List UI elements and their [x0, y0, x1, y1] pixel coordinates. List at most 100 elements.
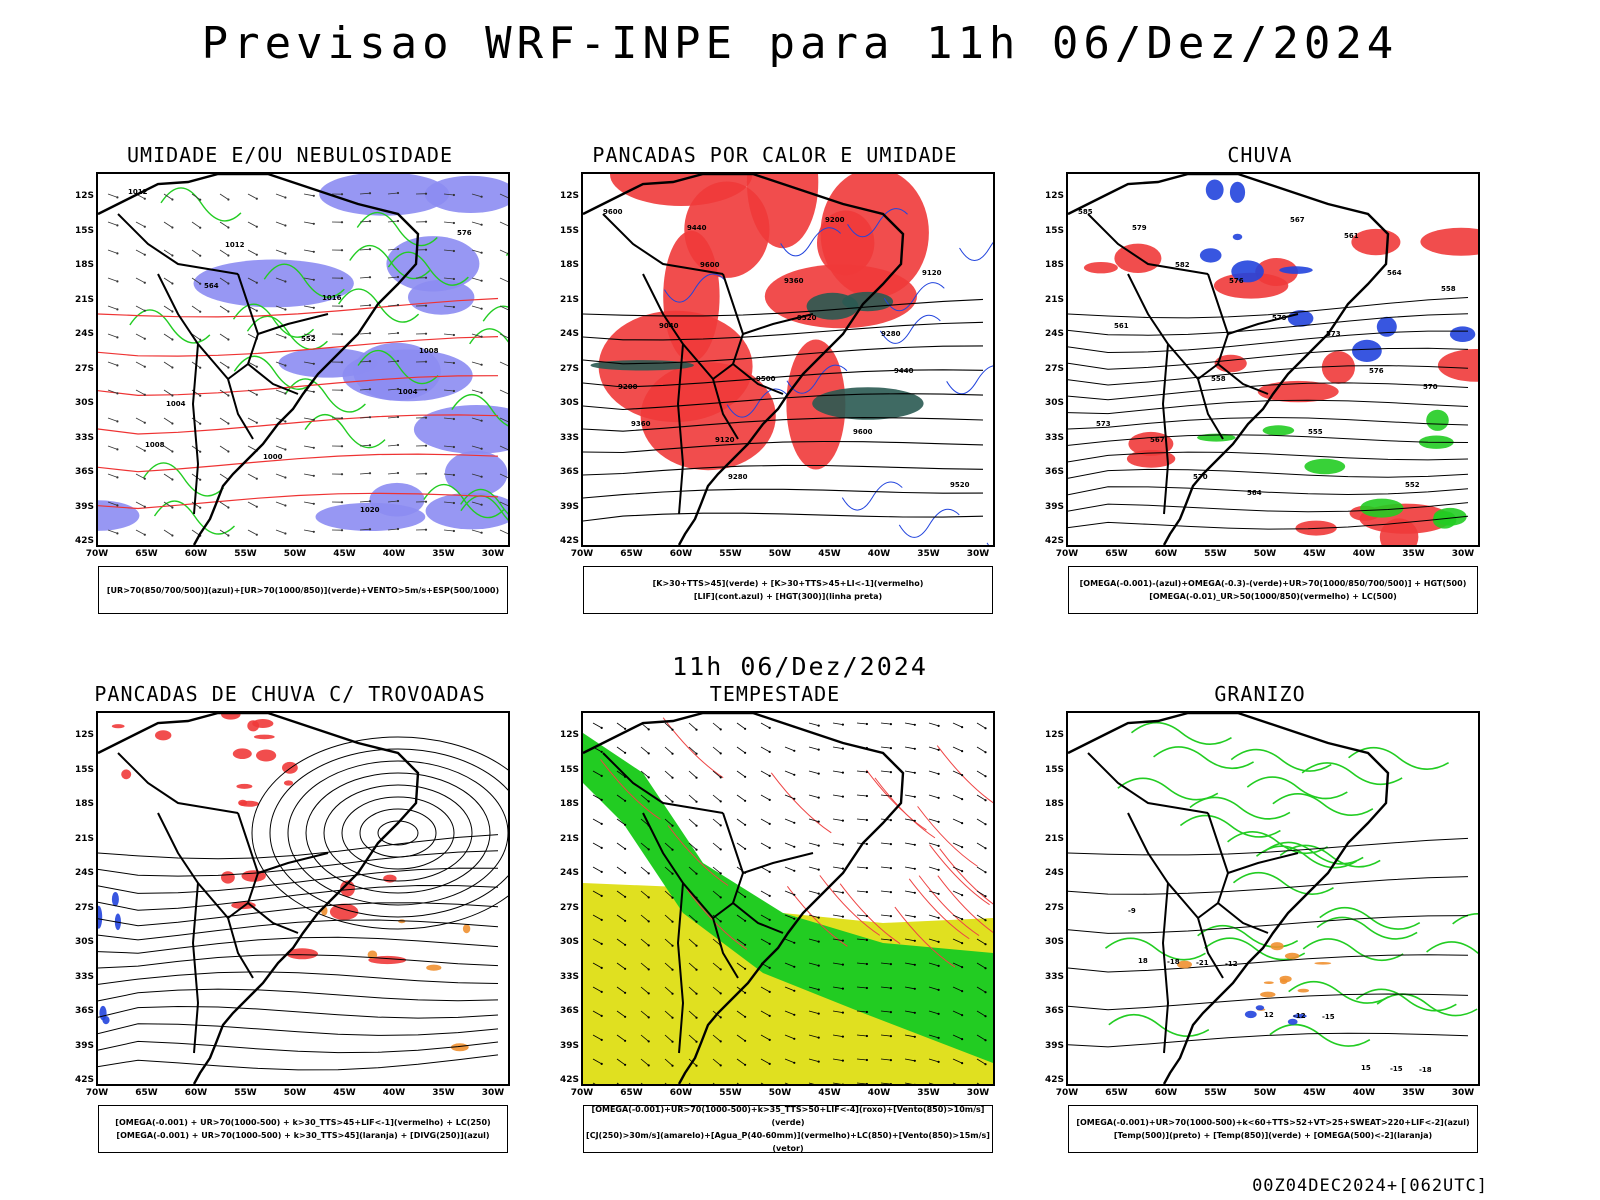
latitude-label: 33S — [1044, 432, 1064, 443]
latitude-label: 24S — [559, 329, 579, 339]
legend-line: [CJ(250)>30m/s](amarelo)+[Agua_P(40-60mm… — [586, 1131, 990, 1153]
contour-label: 12 — [1264, 1011, 1274, 1019]
map-graphic — [98, 713, 508, 1084]
longitude-label: 55W — [719, 1088, 742, 1098]
panel-storm: TEMPESTADE 12S 15S 18S 21S 24S 27S 30S 33S 36S 39S… — [555, 682, 995, 1153]
latitude-label: 18S — [559, 799, 579, 809]
contour-label: 18 — [1138, 957, 1148, 965]
latitude-label: 12S — [1044, 191, 1064, 201]
longitude-label: 30W — [481, 549, 505, 559]
contour-label: 9120 — [922, 269, 942, 277]
run-timestamp: 00Z04DEC2024+[062UTC] — [1252, 1176, 1488, 1196]
latitude-label: 15S — [74, 225, 94, 236]
forecast-map — [96, 711, 510, 1086]
longitude-label: 50W — [768, 549, 792, 559]
contour-label: 564 — [1247, 489, 1262, 497]
latitude-label: 39S — [559, 1040, 579, 1051]
latitude-label: 42S — [74, 536, 94, 546]
longitude-label: 55W — [1204, 549, 1227, 559]
contour-label: 9520 — [797, 314, 817, 322]
contour-label: 582 — [1175, 261, 1190, 269]
latitude-label: 27S — [74, 902, 94, 913]
contour-label: 9440 — [894, 367, 914, 375]
longitude-label: 60W — [1154, 1088, 1178, 1098]
contour-label: -12 — [1225, 960, 1238, 968]
contour-label: 552 — [1405, 481, 1420, 489]
legend-line: [OMEGA(-0.001)+UR>70(1000-500)+k>35_TTS>… — [591, 1105, 985, 1127]
legend-line: [OMEGA(-0.001)-(azul)+OMEGA(-0.3)-(verde… — [1079, 579, 1467, 588]
longitude-label: 30W — [1451, 1088, 1475, 1098]
forecast-map — [581, 711, 995, 1086]
contour-label: 576 — [1229, 277, 1244, 285]
longitude-label: 65W — [135, 1088, 158, 1098]
longitude-label: 35W — [432, 549, 455, 559]
contour-label: -12 — [1293, 1012, 1306, 1020]
contour-label: 9360 — [784, 277, 804, 285]
contour-label: 9280 — [881, 330, 901, 338]
contour-label: 9200 — [825, 216, 845, 224]
latitude-label: 12S — [559, 191, 579, 201]
panel-humidity-cloudiness: UMIDADE E/OU NEBULOSIDADE 12S 15S 18S 21S 24S… — [70, 143, 510, 614]
latitude-label: 42S — [1044, 1075, 1064, 1085]
latitude-label: 36S — [559, 1006, 579, 1016]
latitude-label: 21S — [74, 294, 94, 305]
legend-line: [K>30+TTS>45](verde) + [K>30+TTS>45+LI<-… — [652, 579, 924, 588]
longitude-label: 60W — [1154, 549, 1178, 559]
longitude-label: 40W — [382, 1088, 406, 1098]
latitude-label: 39S — [1044, 1040, 1064, 1051]
contour-label: -18 — [1419, 1066, 1432, 1074]
latitude-label: 27S — [559, 363, 579, 374]
longitude-label: 35W — [1402, 1088, 1425, 1098]
contour-label: 579 — [1132, 224, 1147, 232]
latitude-label: 33S — [1044, 971, 1064, 982]
latitude-label: 12S — [559, 730, 579, 740]
contour-label: 579 — [1272, 314, 1287, 322]
latitude-label: 12S — [1044, 730, 1064, 740]
longitude-label: 65W — [1105, 549, 1128, 559]
contour-label: 1000 — [263, 453, 283, 461]
longitude-label: 60W — [184, 549, 208, 559]
latitude-label: 21S — [559, 294, 579, 305]
longitude-label: 40W — [1352, 1088, 1376, 1098]
contour-label: -21 — [1196, 959, 1209, 967]
contour-label: 570 — [1423, 383, 1438, 391]
legend-line: [OMEGA(-0.001)+UR>70(1000-500)+k<60+TTS>… — [1076, 1118, 1470, 1127]
contour-label: -9 — [1128, 907, 1136, 915]
panel-title: UMIDADE E/OU NEBULOSIDADE — [126, 143, 454, 167]
latitude-label: 24S — [559, 868, 579, 878]
map-graphic — [583, 713, 993, 1084]
panel-legend: [K>30+TTS>45](verde) + [K>30+TTS>45+LI<-… — [583, 566, 993, 614]
latitude-label: 12S — [74, 730, 94, 740]
map-graphic: 585 582 579 576 573 570 567 564 561 558 555 552 579 5… — [1068, 174, 1478, 545]
contour-label: 9600 — [700, 261, 720, 269]
latitude-label: 18S — [74, 260, 94, 270]
latitude-label: 36S — [1044, 1006, 1064, 1016]
longitude-label: 55W — [234, 549, 257, 559]
latitude-label: 18S — [1044, 260, 1064, 270]
longitude-label: 35W — [917, 549, 940, 559]
latitude-label: 24S — [74, 868, 94, 878]
longitude-label: 45W — [818, 1088, 841, 1098]
longitude-label: 70W — [570, 1088, 594, 1098]
forecast-map: -9 -12 -15 -18 -21 -12 -15 -18 12 15 18 — [1066, 711, 1480, 1086]
longitude-label: 70W — [1055, 549, 1079, 559]
panel-title: TEMPESTADE — [709, 682, 841, 706]
longitude-label: 45W — [333, 1088, 356, 1098]
panel-legend: [OMEGA(-0.001) + UR>70(1000-500) + k>30_… — [98, 1105, 508, 1153]
panel-hail: GRANIZO 12S 15S 18S 21S 24S 27S 30S 33S 36S 39S 42S… — [1040, 682, 1480, 1153]
longitude-label: 70W — [85, 1088, 109, 1098]
contour-label: 9360 — [631, 420, 651, 428]
latitude-label: 27S — [74, 363, 94, 374]
panel-rain: CHUVA 12S 15S 18S 21S 24S 27S 30S 33S 36S 39S 42S 70… — [1040, 143, 1480, 614]
legend-line: [OMEGA(-0.001) + UR>70(1000-500) + k>30_… — [116, 1131, 490, 1140]
latitude-label: 27S — [559, 902, 579, 913]
longitude-label: 60W — [669, 549, 693, 559]
contour-label: 1016 — [322, 294, 342, 302]
panel-title: GRANIZO — [1214, 682, 1306, 706]
latitude-label: 42S — [559, 1075, 579, 1085]
latitude-label: 24S — [74, 329, 94, 339]
longitude-label: 50W — [1253, 549, 1277, 559]
contour-label: 558 — [1441, 285, 1456, 293]
longitude-label: 30W — [1451, 549, 1475, 559]
latitude-label: 30S — [1044, 398, 1064, 408]
